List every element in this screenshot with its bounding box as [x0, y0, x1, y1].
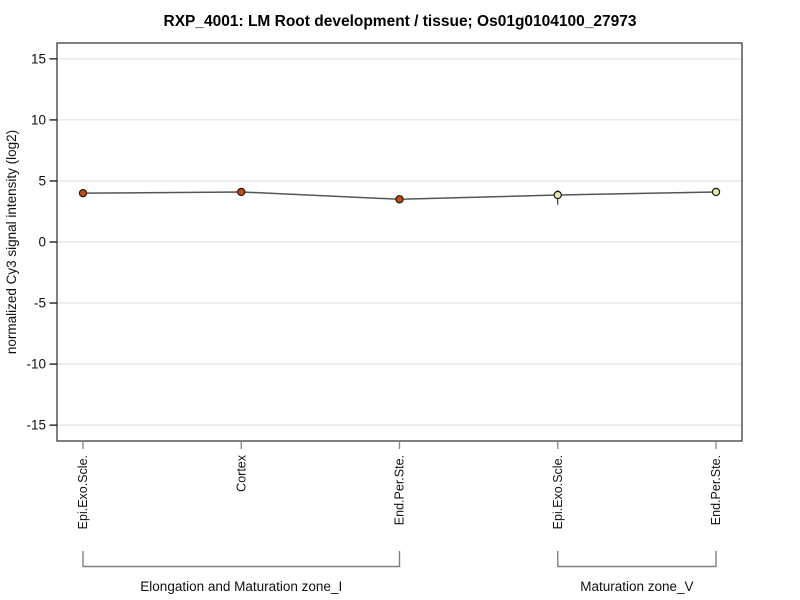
y-tick-label: -10	[26, 357, 46, 372]
y-tick-label: 15	[31, 51, 46, 66]
x-category-label: Epi.Exo.Scle.	[76, 455, 90, 529]
x-category-label: Epi.Exo.Scle.	[551, 455, 565, 529]
data-point-marker	[78, 188, 88, 198]
group-bracket	[557, 551, 717, 568]
y-tick-label: -5	[34, 296, 46, 311]
plot-generated-content: 15 10 5 0 -5 -10 -15 Epi.Exo.Scle. Cortex End.Per…	[26, 42, 743, 594]
group-bracket	[82, 551, 401, 568]
group-label: Elongation and Maturation zone_I	[140, 579, 342, 594]
x-category-label: End.Per.Ste.	[393, 455, 407, 525]
data-point-marker	[711, 187, 721, 197]
group-label: Maturation zone_V	[580, 579, 693, 594]
chart-title: RXP_4001: LM Root development / tissue; …	[164, 13, 637, 30]
x-category-label: End.Per.Ste.	[709, 455, 723, 525]
data-point-marker	[395, 195, 404, 204]
y-tick-label: 5	[38, 173, 46, 188]
y-tick-label: 10	[31, 112, 46, 127]
y-tick-label: 0	[38, 235, 46, 250]
data-point-marker	[237, 187, 246, 197]
y-axis-label: normalized Cy3 signal intensity (log2)	[4, 130, 19, 354]
y-tick-label: -15	[26, 418, 46, 433]
data-point-marker	[553, 190, 562, 200]
x-category-label: Cortex	[234, 454, 248, 492]
